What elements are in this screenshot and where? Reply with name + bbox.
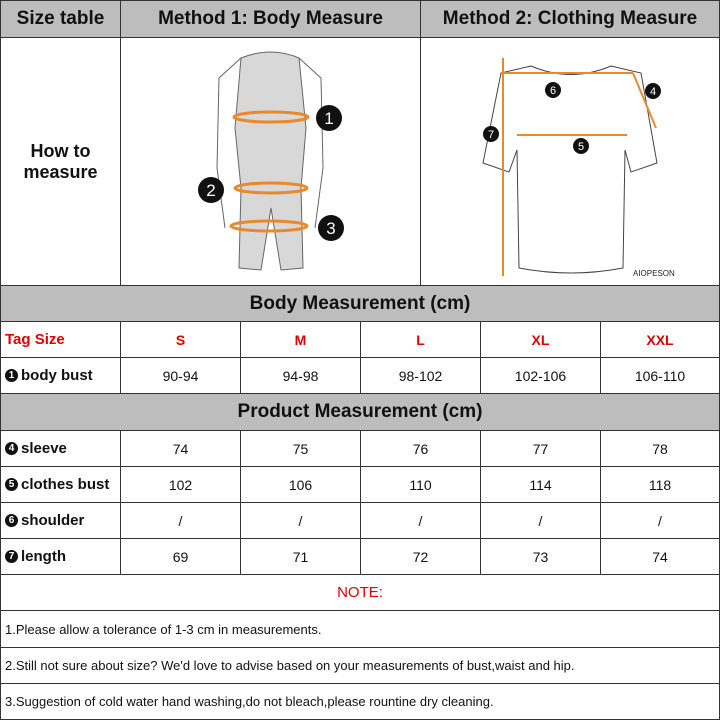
row-label: 6 shoulder bbox=[0, 502, 121, 539]
table-cell: 98-102 bbox=[360, 357, 481, 394]
method2-header: Method 2: Clothing Measure bbox=[420, 0, 720, 38]
svg-text:7: 7 bbox=[488, 129, 494, 141]
svg-text:4: 4 bbox=[650, 86, 656, 98]
row-label: 7 length bbox=[0, 538, 121, 575]
size-xxl: XXL bbox=[600, 321, 720, 358]
table-cell: 106-110 bbox=[600, 357, 720, 394]
table-cell: 102 bbox=[120, 466, 241, 503]
table-cell: 73 bbox=[480, 538, 601, 575]
table-cell: 94-98 bbox=[240, 357, 361, 394]
marker-3: 3 bbox=[326, 219, 335, 238]
table-cell: 110 bbox=[360, 466, 481, 503]
marker-2: 2 bbox=[206, 181, 215, 200]
size-xl: XL bbox=[480, 321, 601, 358]
table-cell: / bbox=[240, 502, 361, 539]
svg-text:5: 5 bbox=[578, 141, 584, 153]
method1-header: Method 1: Body Measure bbox=[120, 0, 421, 38]
row-label: 4 sleeve bbox=[0, 430, 121, 467]
table-cell: / bbox=[120, 502, 241, 539]
size-table-header: Size table bbox=[0, 0, 121, 38]
tag-size-label: Tag Size bbox=[0, 321, 121, 358]
body-measurement-header: Body Measurement (cm) bbox=[0, 285, 720, 322]
table-cell: 75 bbox=[240, 430, 361, 467]
how-to-measure: How to measure bbox=[0, 37, 121, 286]
number-badge-icon: 7 bbox=[5, 550, 18, 563]
body-figure: 1 2 3 bbox=[120, 37, 421, 286]
table-cell: 72 bbox=[360, 538, 481, 575]
brand-label: AIOPESON bbox=[633, 269, 675, 278]
table-cell: 74 bbox=[120, 430, 241, 467]
table-cell: 76 bbox=[360, 430, 481, 467]
note-2: 2.Still not sure about size? We'd love t… bbox=[0, 647, 720, 684]
number-badge-icon: 1 bbox=[5, 369, 18, 382]
size-m: M bbox=[240, 321, 361, 358]
table-cell: / bbox=[360, 502, 481, 539]
table-cell: 106 bbox=[240, 466, 361, 503]
size-s: S bbox=[120, 321, 241, 358]
table-cell: 74 bbox=[600, 538, 720, 575]
row-label: 1 body bust bbox=[0, 357, 121, 394]
product-measurement-header: Product Measurement (cm) bbox=[0, 393, 720, 431]
number-badge-icon: 5 bbox=[5, 478, 18, 491]
table-cell: 114 bbox=[480, 466, 601, 503]
svg-text:6: 6 bbox=[550, 85, 556, 97]
row-label: 5 clothes bust bbox=[0, 466, 121, 503]
note-title: NOTE: bbox=[0, 574, 720, 611]
table-cell: 78 bbox=[600, 430, 720, 467]
size-l: L bbox=[360, 321, 481, 358]
table-cell: 102-106 bbox=[480, 357, 601, 394]
table-cell: 71 bbox=[240, 538, 361, 575]
number-badge-icon: 4 bbox=[5, 442, 18, 455]
table-cell: / bbox=[600, 502, 720, 539]
marker-1: 1 bbox=[324, 109, 333, 128]
table-cell: 90-94 bbox=[120, 357, 241, 394]
table-cell: / bbox=[480, 502, 601, 539]
note-1: 1.Please allow a tolerance of 1-3 cm in … bbox=[0, 610, 720, 648]
shirt-figure: 6 4 5 7 AIOPESON bbox=[420, 37, 720, 286]
table-cell: 69 bbox=[120, 538, 241, 575]
table-cell: 77 bbox=[480, 430, 601, 467]
note-3: 3.Suggestion of cold water hand washing,… bbox=[0, 683, 720, 720]
table-cell: 118 bbox=[600, 466, 720, 503]
number-badge-icon: 6 bbox=[5, 514, 18, 527]
